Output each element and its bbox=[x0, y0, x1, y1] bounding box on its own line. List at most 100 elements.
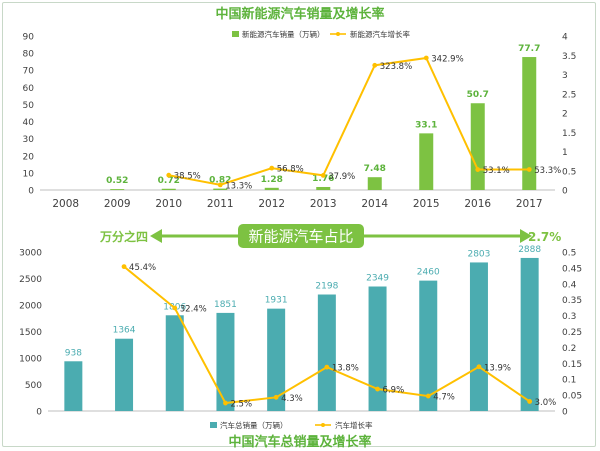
growth-data-label: 53.1% bbox=[483, 166, 510, 176]
x-tick-label: 2017 bbox=[516, 198, 543, 210]
growth-point bbox=[475, 167, 481, 172]
bar bbox=[316, 186, 331, 190]
growth-point bbox=[172, 305, 178, 311]
y-left-tick-label: 40 bbox=[23, 118, 35, 128]
bar-data-label: 7.48 bbox=[364, 164, 386, 174]
growth-point bbox=[166, 172, 172, 178]
y-left-tick-label: 0 bbox=[28, 187, 34, 197]
y-left-tick-label: 50 bbox=[23, 101, 35, 111]
share-title-box bbox=[238, 224, 364, 248]
y-left-tick-label: 1500 bbox=[19, 328, 42, 338]
bar bbox=[165, 315, 184, 411]
y-right-tick-label: 3 bbox=[562, 71, 568, 81]
legend-line-marker bbox=[321, 423, 325, 427]
y-right-tick-label: 2 bbox=[562, 110, 568, 120]
bar bbox=[216, 312, 235, 411]
bar-data-label: 1.76 bbox=[312, 174, 334, 184]
growth-point bbox=[269, 165, 275, 171]
y-left-tick-label: 500 bbox=[25, 381, 42, 391]
growth-point bbox=[425, 393, 431, 399]
y-right-tick-label: 0.45 bbox=[562, 264, 582, 274]
bar-data-label: 1851 bbox=[214, 300, 237, 310]
legend-line-label: 汽车增长率 bbox=[335, 420, 373, 430]
bar bbox=[161, 188, 176, 190]
y-left-tick-label: 2500 bbox=[19, 275, 42, 285]
y-right-tick-label: 0.3 bbox=[562, 312, 576, 322]
bar-data-label: 2460 bbox=[417, 268, 440, 278]
growth-data-label: 4.3% bbox=[281, 394, 303, 404]
growth-data-label: 37.9% bbox=[328, 172, 355, 182]
growth-data-label: 45.4% bbox=[129, 263, 156, 273]
y-right-tick-label: 0 bbox=[562, 187, 568, 197]
y-left-tick-label: 30 bbox=[23, 135, 35, 145]
bar bbox=[368, 286, 387, 411]
bar bbox=[419, 133, 434, 190]
growth-point bbox=[273, 394, 279, 400]
y-left-tick-label: 90 bbox=[23, 33, 35, 43]
growth-data-label: 32.4% bbox=[180, 304, 207, 314]
bar-data-label: 1.28 bbox=[261, 175, 283, 185]
y-left-tick-label: 80 bbox=[23, 50, 35, 60]
chart-title: 中国新能源汽车销量及增长率 bbox=[215, 6, 384, 22]
growth-data-label: 4.7% bbox=[433, 393, 455, 403]
growth-data-label: 6.9% bbox=[383, 386, 405, 396]
bar bbox=[469, 262, 488, 411]
x-tick-label: 2008 bbox=[52, 198, 79, 210]
y-right-tick-label: 0.4 bbox=[562, 280, 577, 290]
bar-data-label: 1364 bbox=[113, 326, 136, 336]
growth-data-label: 2.5% bbox=[230, 400, 252, 410]
x-tick-label: 2012 bbox=[258, 198, 285, 210]
y-left-tick-label: 0 bbox=[36, 408, 42, 418]
x-tick-label: 2009 bbox=[104, 198, 131, 210]
y-left-tick-label: 60 bbox=[23, 84, 35, 94]
growth-point bbox=[324, 364, 330, 370]
growth-point bbox=[375, 386, 380, 392]
growth-data-label: 13.9% bbox=[484, 363, 511, 373]
x-tick-label: 2014 bbox=[361, 198, 388, 210]
bar-data-label: 2349 bbox=[366, 274, 389, 284]
y-right-tick-label: 1.5 bbox=[562, 129, 576, 139]
legend-line-marker bbox=[336, 32, 340, 36]
bar bbox=[470, 103, 485, 190]
y-left-tick-label: 1000 bbox=[19, 355, 42, 365]
legend-bar-swatch bbox=[232, 31, 239, 37]
share-arrow-right-head bbox=[520, 229, 532, 243]
y-left-tick-label: 70 bbox=[23, 67, 35, 77]
growth-data-label: 323.8% bbox=[380, 62, 412, 72]
bar bbox=[213, 188, 228, 190]
growth-point bbox=[121, 264, 127, 270]
growth-point bbox=[423, 55, 429, 61]
y-right-tick-label: 0.15 bbox=[562, 360, 582, 370]
y-left-tick-label: 2000 bbox=[19, 302, 42, 312]
bar-data-label: 77.7 bbox=[518, 44, 540, 54]
legend-bar-label: 新能源汽车销量（万辆） bbox=[242, 29, 325, 39]
bar bbox=[64, 361, 83, 411]
y-right-tick-label: 0.35 bbox=[562, 296, 582, 306]
share-title: 新能源汽车占比 bbox=[248, 228, 353, 246]
bar-data-label: 0.52 bbox=[106, 176, 128, 186]
bar-data-label: 2803 bbox=[467, 249, 490, 259]
growth-point bbox=[223, 400, 228, 406]
x-tick-label: 2011 bbox=[207, 198, 234, 210]
y-right-tick-label: 0.5 bbox=[562, 249, 576, 259]
y-right-tick-label: 1 bbox=[562, 148, 568, 158]
growth-point bbox=[526, 167, 532, 172]
x-tick-label: 2010 bbox=[155, 198, 182, 210]
bar-data-label: 33.1 bbox=[415, 120, 437, 130]
growth-data-label: 3.0% bbox=[535, 398, 557, 408]
x-tick-label: 2016 bbox=[464, 198, 491, 210]
bar bbox=[264, 187, 279, 190]
bar-data-label: 1931 bbox=[265, 296, 288, 306]
y-right-tick-label: 4 bbox=[562, 33, 568, 43]
growth-data-label: 13.8% bbox=[332, 364, 359, 374]
x-tick-label: 2015 bbox=[413, 198, 440, 210]
y-right-tick-label: 0 bbox=[562, 408, 568, 418]
bar-data-label: 2198 bbox=[315, 282, 338, 292]
bar-data-label: 0.82 bbox=[209, 176, 231, 186]
bar-data-label: 2888 bbox=[518, 245, 541, 255]
y-left-tick-label: 20 bbox=[23, 152, 35, 162]
y-right-tick-label: 0.5 bbox=[562, 167, 576, 177]
growth-point bbox=[476, 364, 482, 370]
